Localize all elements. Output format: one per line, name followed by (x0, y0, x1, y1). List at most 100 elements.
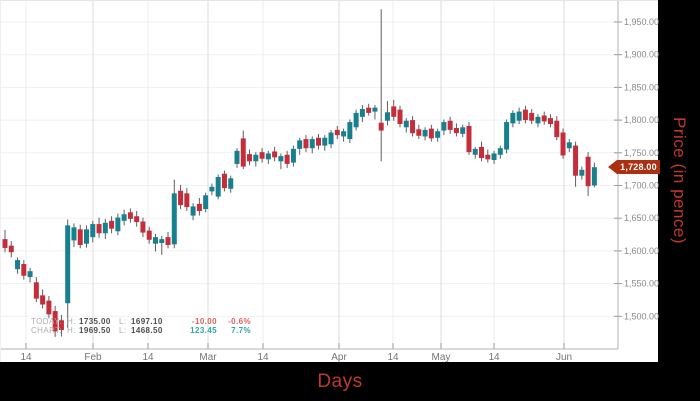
candle-body (259, 152, 265, 159)
candle-body (240, 138, 246, 167)
legend-chart-low: 1468.50 (131, 326, 163, 335)
candle-body (109, 220, 115, 229)
y-tick-label: 1,850.00 (624, 82, 659, 92)
candle-body (391, 106, 397, 117)
candle-body (560, 132, 566, 156)
candle-body (152, 237, 158, 244)
x-tick-label: Apr (331, 352, 347, 363)
candle-body (353, 112, 359, 128)
candle-body (265, 153, 271, 160)
candle-body (378, 122, 384, 131)
candle-body (435, 131, 441, 138)
candle-body (184, 193, 190, 208)
legend-chart-change: 123.45 (190, 326, 217, 335)
legend-low-key: L: (119, 317, 127, 326)
candle-body (384, 112, 390, 121)
candle-body (272, 151, 278, 158)
candle-body (253, 154, 259, 162)
x-tick-label: Feb (84, 352, 102, 363)
candle-body (422, 129, 428, 137)
candle-body (247, 154, 253, 162)
candle-body (84, 229, 90, 244)
candle-body (234, 150, 240, 164)
current-price-flag: 1,728.00 (608, 160, 660, 174)
candle-body (171, 193, 177, 245)
y-axis-title-wrap: Price (in pence) (658, 0, 700, 362)
y-tick-label: 1,650.00 (624, 213, 659, 223)
candle-body (522, 109, 528, 121)
candle-body (58, 320, 64, 331)
candle-body (134, 216, 140, 223)
candle-body (146, 230, 152, 240)
candle-body (485, 154, 491, 160)
candle-body (190, 206, 196, 216)
candle-body (46, 300, 52, 315)
candle-body (33, 282, 39, 299)
legend-today-high: 1735.00 (79, 317, 111, 326)
candle-body (428, 128, 434, 139)
candle-body (573, 145, 579, 176)
candle-body (372, 107, 378, 112)
candle-body (397, 109, 403, 125)
candle-body (121, 214, 127, 221)
candle-body (21, 263, 27, 276)
candle-body (102, 222, 108, 234)
candle-body (96, 224, 102, 234)
candle-body (591, 167, 597, 186)
x-tick-label: May (432, 352, 451, 363)
candle-body (159, 239, 165, 244)
candle-body (441, 122, 447, 131)
candle-body (328, 132, 334, 145)
candle-body (203, 195, 209, 210)
candle-body (547, 118, 553, 125)
y-axis-title: Price (in pence) (670, 117, 689, 245)
legend-today-change-pct: -0.6% (228, 317, 251, 326)
candle-body (366, 107, 372, 113)
candle-body (278, 156, 284, 162)
plot-area[interactable]: 1,950.00 1,900.00 1,850.00 1,800.00 1,750.00… (0, 0, 660, 363)
candle-body (466, 125, 472, 153)
candle-body (284, 154, 290, 164)
y-tick-label: 1,950.00 (624, 17, 659, 27)
y-tick-label: 1,900.00 (624, 50, 659, 60)
x-tick-label: 14 (257, 352, 269, 363)
candle-body (510, 112, 516, 124)
candle-body (2, 239, 8, 248)
candle-body (77, 229, 83, 246)
y-tick-label: 1,800.00 (624, 115, 659, 125)
legend-high-key: H: (67, 326, 76, 335)
candle-body (529, 112, 535, 121)
candle-body (585, 156, 591, 187)
candle-body (127, 212, 133, 219)
candle-body (579, 169, 585, 176)
legend-high-key: H: (67, 317, 76, 326)
candle-body (115, 217, 121, 232)
candle-body (504, 122, 510, 150)
candle-body (472, 148, 478, 155)
candle-body (165, 237, 171, 246)
candle-body (215, 176, 221, 197)
candle-body (460, 127, 466, 134)
candle-body (403, 120, 409, 128)
candle-body (535, 116, 541, 124)
candle-body (303, 139, 309, 149)
candle-body (209, 186, 215, 192)
candle-body (479, 146, 485, 159)
legend-overlay: TODAY: H: 1735.00 L: 1697.10 -10.00 -0.6… (31, 317, 251, 335)
candle-body (71, 227, 77, 241)
candle-body (65, 225, 71, 304)
legend-chart-high: 1969.50 (79, 326, 111, 335)
y-tick-label: 1,700.00 (624, 181, 659, 191)
candle-body (347, 122, 353, 140)
legend-row-chart: CHART: H: 1969.50 L: 1468.50 123.45 7.7% (31, 326, 251, 335)
candle-body (410, 120, 416, 134)
candle-body (27, 271, 33, 278)
y-tick-label: 1,500.00 (624, 311, 659, 321)
legend-chart-change-pct: 7.7% (231, 326, 251, 335)
legend-today-change: -10.00 (191, 317, 217, 326)
candle-body (228, 178, 234, 189)
y-tick-label: 1,750.00 (624, 148, 659, 158)
candle-body (90, 224, 96, 238)
candle-body (541, 115, 547, 122)
